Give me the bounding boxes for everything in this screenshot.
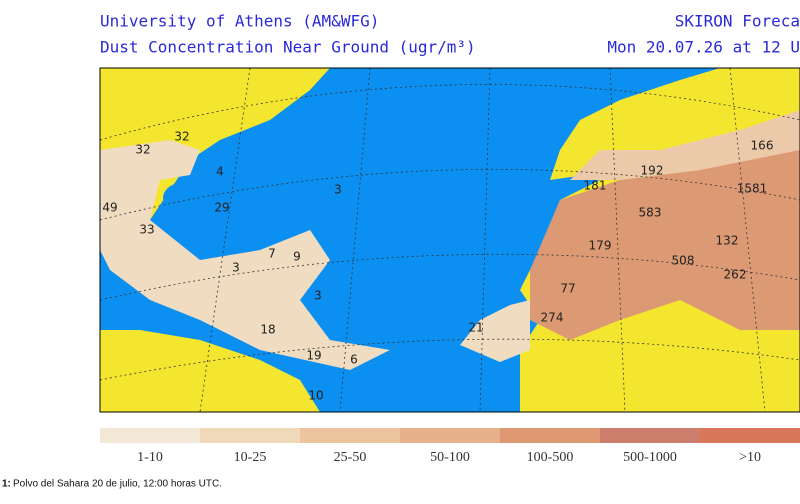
map-label: 4 <box>216 165 224 179</box>
map-label: 6 <box>350 353 358 367</box>
map-frame <box>99 67 800 413</box>
legend-label: 50-100 <box>430 450 470 465</box>
map-label: 29 <box>214 201 229 215</box>
legend-label: 1-10 <box>137 450 163 465</box>
dust-americas <box>100 140 390 370</box>
map-label: 10 <box>308 389 323 403</box>
map-label: 181 <box>584 179 607 193</box>
map-label: 3 <box>314 289 322 303</box>
legend-label: >10 <box>739 450 761 465</box>
map-label: 49 <box>102 201 117 215</box>
legend-swatch <box>100 428 200 443</box>
map-label: 3 <box>232 261 240 275</box>
header-time: Mon 20.07.26 at 12 U <box>607 38 800 57</box>
map-label: 18 <box>260 323 275 337</box>
legend-swatch <box>300 428 400 443</box>
map-label: 33 <box>139 223 154 237</box>
graticule <box>100 68 800 412</box>
caption-text: Polvo del Sahara 20 de julio, 12:00 hora… <box>13 479 222 490</box>
map-label: 262 <box>724 268 747 282</box>
land-north-america <box>100 68 330 250</box>
dust-plume <box>460 300 530 362</box>
legend-label: 100-500 <box>527 450 574 465</box>
legend-swatch <box>400 428 500 443</box>
land-south-america <box>100 330 320 412</box>
header-subtitle: Dust Concentration Near Ground (ugr/m³) <box>100 38 476 57</box>
legend-label: 500-1000 <box>623 450 677 465</box>
map-label: 508 <box>672 254 695 268</box>
map-label: 9 <box>293 250 301 264</box>
legend-label: 10-25 <box>234 450 267 465</box>
map-label: 77 <box>560 282 575 296</box>
map-label: 3 <box>334 183 342 197</box>
map-label: 19 <box>306 349 321 363</box>
map-label: 132 <box>716 234 739 248</box>
header-org: University of Athens (AM&WFG) <box>100 12 379 31</box>
legend-swatch <box>700 428 800 443</box>
map-label: 1581 <box>737 182 768 196</box>
dust-sahara <box>530 150 800 340</box>
map-label: 32 <box>135 143 150 157</box>
map-label: 179 <box>589 239 612 253</box>
map-label: 166 <box>751 139 774 153</box>
map-label: 32 <box>174 130 189 144</box>
gulf <box>163 182 207 214</box>
map-label: 7 <box>268 247 276 261</box>
legend-swatch <box>600 428 700 443</box>
legend-swatch <box>500 428 600 443</box>
legend-swatch <box>200 428 300 443</box>
map <box>100 68 800 412</box>
map-label: 192 <box>641 164 664 178</box>
legend-label: 25-50 <box>334 450 367 465</box>
header-model: SKIRON Foreca <box>675 12 800 31</box>
map-label: 274 <box>541 311 564 325</box>
map-label: 583 <box>639 206 662 220</box>
map-label: 21 <box>468 321 483 335</box>
caption-number: 1: <box>2 479 11 490</box>
dust-mediterranean <box>570 110 800 180</box>
